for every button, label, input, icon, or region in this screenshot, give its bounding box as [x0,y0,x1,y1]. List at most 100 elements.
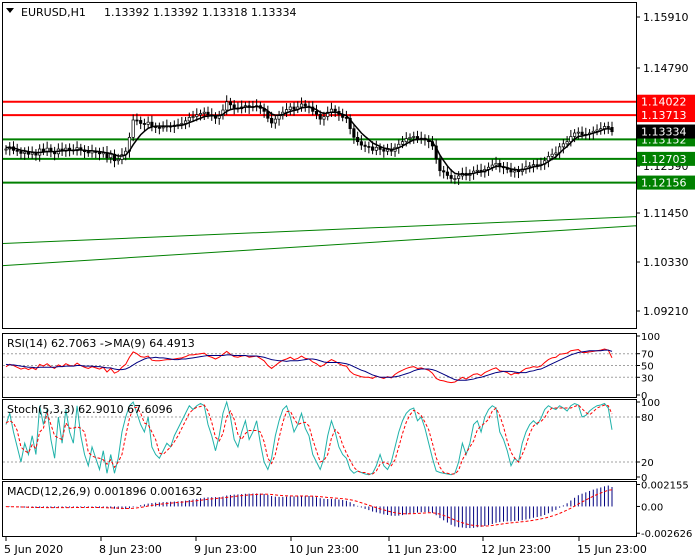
candle [41,143,45,156]
axes: 1.159101.147901.125901.114501.103301.092… [4,11,695,556]
candle-body-bull [273,118,277,124]
candle-body-bear [606,126,610,128]
symbol-dropdown-icon[interactable] [6,8,14,13]
stoch-title: Stoch(5,3,3) 62.9010 67.6096 [7,403,173,416]
candle [453,174,457,185]
candle [273,115,277,129]
candle-body-bear [356,136,360,143]
rsi-tick-label: 50 [641,362,654,373]
candle [490,159,494,172]
candle-body-bear [142,123,146,125]
candle [15,143,19,156]
time-label: 12 Jun 23:00 [481,543,551,556]
price-tick-label: 1.10330 [643,256,689,269]
candle [442,165,446,179]
candle-body-bull [109,153,113,159]
macd-plot [5,485,613,529]
macd-window-frame[interactable] [2,481,637,537]
level-price-text: 1.14022 [641,96,687,109]
candle [131,114,135,142]
time-label: 8 Jun 23:00 [99,543,162,556]
candle-body-bear [367,146,371,148]
main-chart-plot [2,95,637,267]
macd-tick-label: -0.002626 [641,529,692,540]
candle-body-bear [150,121,154,127]
stoch-tick-label: 0 [641,473,647,484]
candle-body-bull [531,164,535,167]
candle [449,168,453,184]
candle-body-bull [299,103,304,108]
candle-body-bull [322,116,326,120]
candle-body-bull [595,129,599,132]
candle-body-bear [438,158,442,172]
candle-body-bear [232,104,236,109]
candle-body-bull [576,131,580,134]
time-label: 11 Jun 23:00 [387,543,457,556]
candle-body-bull [599,128,603,131]
candle-body-bear [213,115,218,119]
stoch-main-line [5,400,613,476]
candle [292,102,296,116]
candle [606,121,610,134]
price-tick-label: 1.15910 [643,11,689,24]
level-price-text: 1.13713 [641,109,687,122]
candle-body-bear [382,149,386,152]
candle-body-bear [359,141,363,146]
candle [187,112,191,128]
candle-body-bear [19,150,23,154]
candle-body-bear [378,146,382,150]
rsi-title: RSI(14) 62.7063 ->MA(9) 64.4913 [7,337,195,350]
candle [184,116,188,130]
candle [202,107,206,120]
candle [348,114,352,135]
candle [135,113,139,126]
candle-body-bull [4,148,8,151]
moving-average-line [5,105,613,176]
macd-tick-label: 0.00 [641,502,663,513]
ohlc-high: 1.13392 [153,6,199,19]
candle-body-bull [45,147,49,152]
candle-body-bear [318,114,322,120]
candle-body-bull [494,162,498,166]
candle [378,143,382,156]
candle-body-bull [131,119,135,138]
candle-body-bull [195,114,199,117]
macd-tick-label: 0.002155 [641,480,689,491]
stoch-tick-label: 100 [641,398,660,409]
candle [333,105,337,117]
candle-body-bear [434,145,438,160]
candle [374,140,378,156]
candle-body-bull [453,178,457,180]
candle-body-bull [198,113,203,116]
rsi-tick-label: 30 [641,373,654,384]
stoch-plot [3,400,636,476]
candle [4,145,8,155]
candle [97,147,102,161]
candle-body-bear [228,101,232,106]
candle-body-bull [561,143,565,148]
candle-body-bull [288,106,292,110]
candle-body-bear [270,117,274,124]
candle [356,131,360,146]
candle-body-bull [30,152,34,155]
ohlc-low: 1.13318 [202,6,248,19]
candle [412,131,416,144]
candle [299,97,304,112]
candle-body-bull [116,159,120,162]
candle-body-bull [412,136,416,138]
candle-body-bull [146,121,150,125]
trendline-1 [2,216,637,244]
main-chart-frame[interactable] [2,2,637,329]
candle [314,104,319,120]
candle-body-bear [97,152,102,155]
symbol-header: EURUSD,H1 1.13392 1.13392 1.13318 1.1333… [6,6,297,19]
candle-body-bull [374,146,378,151]
candle [23,147,27,160]
level-price-tag [637,94,695,109]
candle-body-bear [34,152,38,156]
candle-body-bull [120,154,124,160]
candle [139,116,143,130]
macd-title: MACD(12,26,9) 0.001896 0.001632 [7,485,203,498]
candle-body-bull [326,111,330,117]
rsi-plot [3,348,636,384]
